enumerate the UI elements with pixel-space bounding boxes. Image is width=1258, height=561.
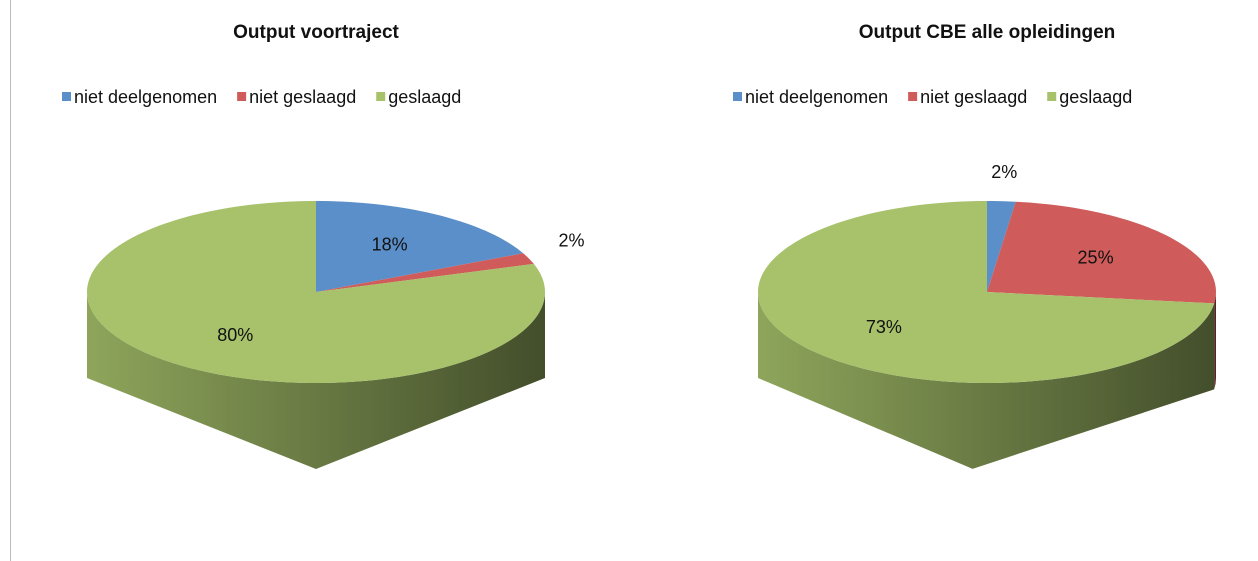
slice xyxy=(987,201,1016,292)
slice xyxy=(316,253,534,292)
data-label: 2% xyxy=(991,162,1017,182)
data-label: 25% xyxy=(1078,247,1114,267)
slice-side xyxy=(1214,292,1216,390)
legend-swatch xyxy=(376,92,386,101)
legend-label: geslaagd xyxy=(388,87,461,107)
legend-swatch xyxy=(1047,92,1057,101)
slice-side xyxy=(758,292,1215,469)
legend-label: niet geslaagd xyxy=(249,87,356,107)
data-label: 18% xyxy=(372,235,408,255)
data-label: 2% xyxy=(558,231,584,251)
slice-side xyxy=(87,292,545,469)
slice xyxy=(87,201,545,383)
data-label: 73% xyxy=(866,317,902,337)
slice xyxy=(987,201,1216,304)
chart-title: Output CBE alle opleidingen xyxy=(859,22,1116,43)
data-label: 80% xyxy=(217,325,253,345)
legend-swatch xyxy=(733,92,742,101)
slice xyxy=(316,201,524,292)
chart-title: Output voortraject xyxy=(233,22,399,43)
legend-label: niet deelgenomen xyxy=(74,87,217,107)
legend-swatch xyxy=(62,92,71,101)
legend-label: geslaagd xyxy=(1059,87,1132,107)
legend-swatch xyxy=(237,92,247,101)
legend-label: niet deelgenomen xyxy=(745,87,888,107)
slice xyxy=(758,201,1215,383)
legend-swatch xyxy=(908,92,918,101)
legend-label: niet geslaagd xyxy=(920,87,1027,107)
